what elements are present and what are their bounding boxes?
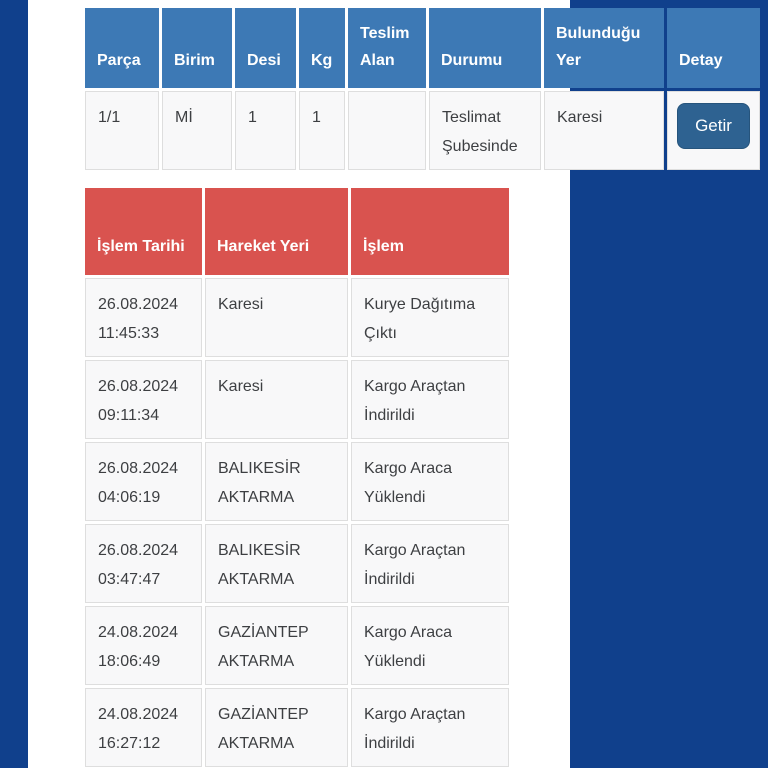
islem-cell: Kargo Araca Yüklendi — [351, 442, 509, 521]
hareket-yeri-cell: BALIKESİR AKTARMA — [205, 442, 348, 521]
column-header-hareket-yeri: Hareket Yeri — [205, 188, 348, 275]
birim-cell: Mİ — [162, 91, 232, 170]
history-row: 24.08.2024 16:27:12 GAZİANTEP AKTARMA Ka… — [85, 688, 509, 767]
bulundugu-yer-cell: Karesi — [544, 91, 664, 170]
movement-history-table: İşlem Tarihi Hareket Yeri İşlem 26.08.20… — [82, 185, 512, 768]
column-header-kg: Kg — [299, 8, 345, 88]
islem-tarihi-cell: 24.08.2024 18:06:49 — [85, 606, 202, 685]
islem-tarihi-cell: 26.08.2024 03:47:47 — [85, 524, 202, 603]
teslim-alan-cell — [348, 91, 426, 170]
history-row: 26.08.2024 11:45:33 Karesi Kurye Dağıtım… — [85, 278, 509, 357]
getir-button[interactable]: Getir — [677, 103, 750, 149]
islem-cell: Kargo Araca Yüklendi — [351, 606, 509, 685]
history-table-header: İşlem Tarihi Hareket Yeri İşlem — [85, 188, 509, 275]
detay-cell: Getir — [667, 91, 760, 170]
islem-tarihi-cell: 24.08.2024 16:27:12 — [85, 688, 202, 767]
islem-tarihi-cell: 26.08.2024 11:45:33 — [85, 278, 202, 357]
islem-tarihi-cell: 26.08.2024 04:06:19 — [85, 442, 202, 521]
column-header-bulundugu-yer: Bulunduğu Yer — [544, 8, 664, 88]
history-row: 26.08.2024 03:47:47 BALIKESİR AKTARMA Ka… — [85, 524, 509, 603]
kg-cell: 1 — [299, 91, 345, 170]
hareket-yeri-cell: Karesi — [205, 360, 348, 439]
column-header-durumu: Durumu — [429, 8, 541, 88]
islem-cell: Kargo Araçtan İndirildi — [351, 360, 509, 439]
column-header-birim: Birim — [162, 8, 232, 88]
summary-row: 1/1 Mİ 1 1 Teslimat Şubesinde Karesi Get… — [85, 91, 760, 170]
hareket-yeri-cell: Karesi — [205, 278, 348, 357]
history-row: 26.08.2024 09:11:34 Karesi Kargo Araçtan… — [85, 360, 509, 439]
shipment-summary-table: Parça Birim Desi Kg Teslim Alan Durumu B… — [82, 5, 763, 173]
islem-cell: Kargo Araçtan İndirildi — [351, 688, 509, 767]
history-row: 24.08.2024 18:06:49 GAZİANTEP AKTARMA Ka… — [85, 606, 509, 685]
column-header-desi: Desi — [235, 8, 296, 88]
history-row: 26.08.2024 04:06:19 BALIKESİR AKTARMA Ka… — [85, 442, 509, 521]
islem-cell: Kurye Dağıtıma Çıktı — [351, 278, 509, 357]
column-header-parca: Parça — [85, 8, 159, 88]
column-header-islem: İşlem — [351, 188, 509, 275]
hareket-yeri-cell: GAZİANTEP AKTARMA — [205, 688, 348, 767]
column-header-detay: Detay — [667, 8, 760, 88]
desi-cell: 1 — [235, 91, 296, 170]
left-background-panel — [0, 0, 28, 768]
hareket-yeri-cell: BALIKESİR AKTARMA — [205, 524, 348, 603]
parca-cell: 1/1 — [85, 91, 159, 170]
column-header-teslim-alan: Teslim Alan — [348, 8, 426, 88]
durumu-cell: Teslimat Şubesinde — [429, 91, 541, 170]
column-header-islem-tarihi: İşlem Tarihi — [85, 188, 202, 275]
islem-cell: Kargo Araçtan İndirildi — [351, 524, 509, 603]
summary-table-header: Parça Birim Desi Kg Teslim Alan Durumu B… — [85, 8, 760, 88]
islem-tarihi-cell: 26.08.2024 09:11:34 — [85, 360, 202, 439]
hareket-yeri-cell: GAZİANTEP AKTARMA — [205, 606, 348, 685]
